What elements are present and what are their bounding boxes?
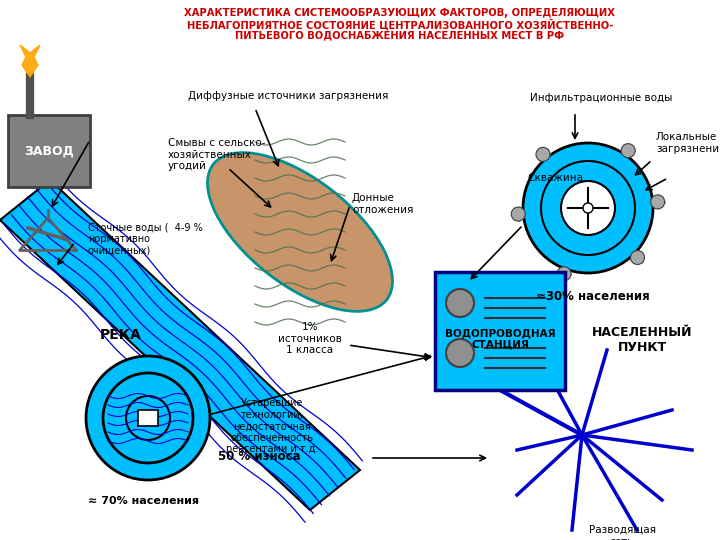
Circle shape: [536, 147, 550, 161]
Ellipse shape: [207, 153, 392, 312]
Text: Инфильтрационные воды: Инфильтрационные воды: [530, 93, 672, 103]
Circle shape: [631, 251, 644, 265]
Polygon shape: [0, 180, 360, 510]
Text: Устаревшие
технологии,
недостаточная
обеспеченность
реагентами и т.д.: Устаревшие технологии, недостаточная обе…: [226, 398, 318, 454]
Circle shape: [621, 144, 635, 158]
Text: Диффузные источники загрязнения: Диффузные источники загрязнения: [188, 91, 388, 101]
Text: ≈30% населения: ≈30% населения: [536, 290, 650, 303]
Text: Локальные
загрязнения: Локальные загрязнения: [656, 132, 720, 154]
Text: ≈ 70% населения: ≈ 70% населения: [88, 496, 199, 506]
Text: Смывы с сельско-
хозяйственных
угодий: Смывы с сельско- хозяйственных угодий: [168, 138, 266, 171]
Circle shape: [557, 267, 571, 281]
Text: 1%
источников
1 класса: 1% источников 1 класса: [278, 322, 342, 355]
Text: ПИТЬЕВОГО ВОДОСНАБЖЕНИЯ НАСЕЛЕННЫХ МЕСТ В РФ: ПИТЬЕВОГО ВОДОСНАБЖЕНИЯ НАСЕЛЕННЫХ МЕСТ …: [235, 30, 564, 40]
Circle shape: [446, 289, 474, 317]
Bar: [435, 272, 565, 390]
Text: НАСЕЛЕННЫЙ
ПУНКТ: НАСЕЛЕННЫЙ ПУНКТ: [592, 326, 692, 354]
Circle shape: [511, 207, 526, 221]
Text: Скважина: Скважина: [527, 173, 583, 183]
Circle shape: [446, 339, 474, 367]
Circle shape: [583, 203, 593, 213]
Bar: [138, 410, 158, 426]
Text: ХАРАКТЕРИСТИКА СИСТЕМООБРАЗУЮЩИХ ФАКТОРОВ, ОПРЕДЕЛЯЮЩИХ: ХАРАКТЕРИСТИКА СИСТЕМООБРАЗУЮЩИХ ФАКТОРО…: [184, 8, 616, 18]
Text: Разводящая
сеть: Разводящая сеть: [588, 525, 655, 540]
Text: ВОДОПРОВОДНАЯ
СТАНЦИЯ: ВОДОПРОВОДНАЯ СТАНЦИЯ: [445, 328, 555, 350]
Text: Донные
отложения: Донные отложения: [352, 193, 413, 214]
Polygon shape: [20, 45, 40, 77]
Bar: [8, 115, 90, 187]
Text: РЕКА: РЕКА: [100, 328, 142, 342]
Circle shape: [86, 356, 210, 480]
Text: Сточные воды (  4-9 %
нормативно
очищенных): Сточные воды ( 4-9 % нормативно очищенны…: [88, 222, 203, 255]
Text: 50 % износа: 50 % износа: [218, 449, 301, 462]
Circle shape: [561, 181, 615, 235]
Text: ЗАВОД: ЗАВОД: [24, 145, 74, 158]
Circle shape: [651, 195, 665, 209]
Text: НЕБЛАГОПРИЯТНОЕ СОСТОЯНИЕ ЦЕНТРАЛИЗОВАННОГО ХОЗЯЙСТВЕННО-: НЕБЛАГОПРИЯТНОЕ СОСТОЯНИЕ ЦЕНТРАЛИЗОВАНН…: [186, 19, 613, 31]
Circle shape: [523, 143, 653, 273]
